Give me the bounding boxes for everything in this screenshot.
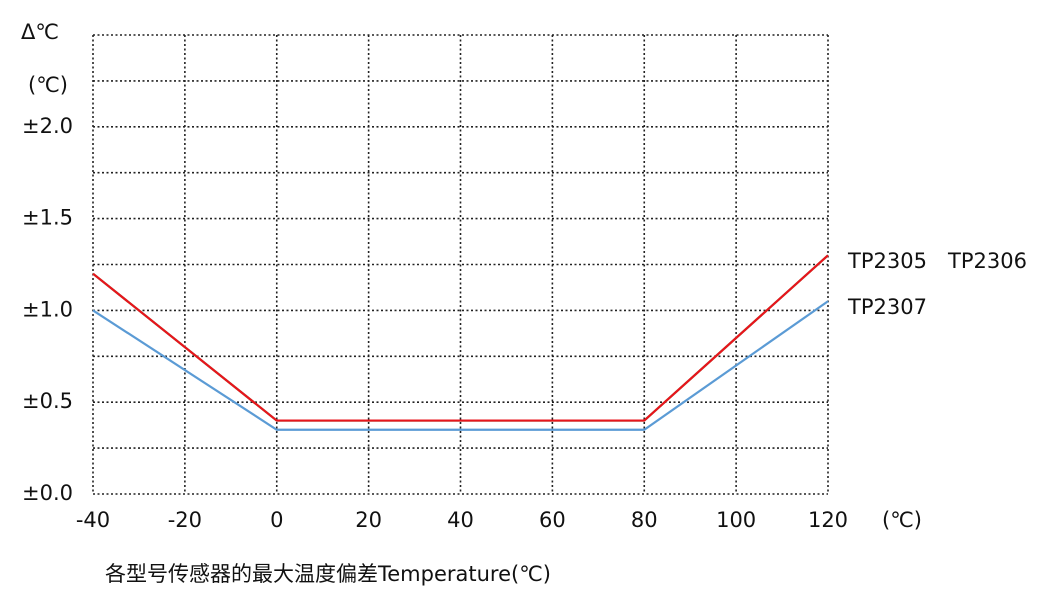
y-tick-label: ±0.5 — [22, 389, 73, 413]
x-tick-label: 120 — [808, 508, 848, 532]
y-tick-label: ±0.0 — [22, 481, 73, 505]
legend-label: TP2306 — [947, 249, 1027, 273]
y-tick-label: ±1.0 — [22, 297, 73, 321]
legend-label: TP2307 — [847, 295, 927, 319]
x-tick-label: 40 — [447, 508, 474, 532]
x-tick-label: 0 — [270, 508, 283, 532]
x-tick-label: 80 — [631, 508, 658, 532]
x-axis-title: 各型号传感器的最大温度偏差Temperature(℃) — [105, 562, 551, 586]
x-tick-label: 60 — [539, 508, 566, 532]
x-axis-unit: (℃) — [882, 508, 922, 532]
legend-label: TP2305 — [847, 249, 927, 273]
x-tick-label: 100 — [716, 508, 756, 532]
x-tick-label: -40 — [76, 508, 110, 532]
x-tick-label: -20 — [168, 508, 202, 532]
x-tick-label: 20 — [355, 508, 382, 532]
y-tick-label: ±2.0 — [22, 114, 73, 138]
y-axis-unit: (℃) — [28, 73, 68, 97]
series-line — [92, 254, 829, 422]
y-tick-label: ±1.5 — [22, 206, 73, 230]
series-line — [92, 300, 829, 431]
y-axis-label: Δ℃ — [21, 20, 59, 44]
